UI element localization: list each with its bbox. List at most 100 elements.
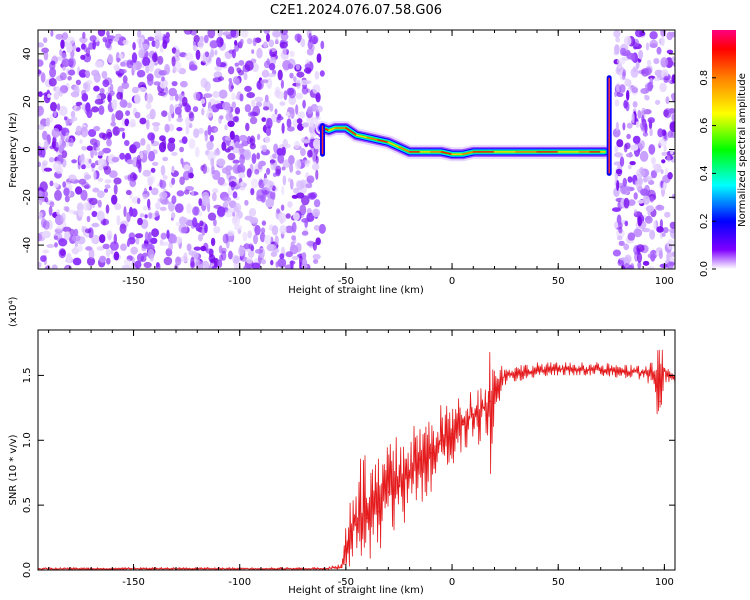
noise-blob: [655, 204, 665, 211]
noise-blob: [157, 55, 164, 65]
noise-blob: [74, 242, 79, 247]
noise-blob: [160, 199, 170, 205]
noise-blob: [301, 139, 311, 144]
noise-blob: [217, 76, 225, 81]
noise-blob: [86, 145, 93, 151]
noise-blob: [637, 109, 642, 119]
noise-blob: [154, 39, 160, 49]
noise-blob: [290, 260, 294, 269]
noise-blob: [142, 193, 148, 200]
noise-blob: [204, 223, 208, 234]
noise-blob: [257, 163, 263, 170]
noise-blob: [261, 220, 267, 226]
noise-blob: [250, 178, 259, 189]
noise-blob: [139, 117, 147, 125]
noise-blob: [647, 265, 655, 269]
noise-blob: [302, 159, 311, 164]
noise-blob: [53, 160, 62, 172]
noise-blob: [38, 161, 42, 167]
noise-blob: [303, 67, 312, 74]
noise-blob: [213, 226, 221, 234]
noise-blob: [171, 56, 176, 67]
noise-blob: [238, 246, 245, 257]
noise-blob: [90, 162, 96, 168]
noise-blob: [227, 230, 235, 237]
noise-blob: [119, 152, 126, 160]
noise-blob: [38, 145, 43, 156]
noise-blob: [249, 116, 258, 125]
noise-blob: [188, 112, 195, 122]
noise-blob: [296, 71, 305, 78]
noise-blob: [232, 159, 240, 164]
noise-blob: [301, 195, 310, 206]
noise-blob: [70, 110, 76, 118]
noise-blob: [139, 151, 144, 160]
noise-blob: [246, 168, 252, 178]
noise-blob: [105, 248, 111, 258]
noise-blob: [155, 202, 161, 210]
colorbar-tick-label: 0.6: [699, 118, 710, 134]
noise-blob: [174, 106, 182, 115]
noise-blob: [157, 91, 166, 97]
noise-blob: [123, 206, 127, 218]
noise-blob: [266, 77, 273, 89]
noise-blob: [632, 65, 638, 73]
y-tick-label: -20: [22, 189, 33, 205]
noise-blob: [141, 43, 149, 50]
noise-blob: [627, 232, 636, 241]
noise-blob: [663, 75, 669, 83]
noise-blob: [285, 251, 293, 258]
noise-blob: [163, 256, 173, 266]
noise-blob: [307, 149, 313, 158]
noise-blob: [79, 73, 86, 78]
y-tick-label: 0.0: [22, 562, 33, 578]
noise-blob: [289, 72, 294, 79]
noise-blob: [63, 187, 70, 197]
noise-blob: [641, 228, 651, 233]
noise-blob: [104, 188, 108, 193]
noise-blob: [102, 147, 111, 154]
noise-blob: [96, 246, 105, 251]
noise-blob: [639, 30, 646, 37]
noise-blob: [659, 82, 667, 93]
noise-blob: [44, 197, 49, 203]
noise-blob: [79, 139, 83, 144]
noise-blob: [631, 112, 635, 124]
y-tick-label: 1.0: [22, 432, 33, 448]
noise-blob: [147, 132, 156, 141]
noise-blob: [154, 210, 160, 217]
signal-track-core: [355, 134, 368, 139]
y-tick-label: 0: [22, 146, 33, 152]
noise-blob: [300, 148, 306, 157]
noise-blob: [122, 131, 126, 139]
noise-blob: [623, 143, 628, 153]
noise-blob: [650, 170, 658, 179]
noise-blob: [645, 42, 650, 51]
noise-blob: [218, 245, 223, 254]
noise-blob: [623, 197, 630, 209]
noise-blob: [275, 165, 282, 175]
noise-blob: [61, 32, 69, 40]
noise-blob: [185, 116, 191, 127]
noise-blob: [309, 122, 314, 128]
noise-blob: [126, 102, 132, 109]
noise-blob: [50, 60, 56, 66]
noise-blob: [285, 225, 294, 234]
noise-blob: [62, 226, 72, 232]
noise-blob: [159, 191, 168, 200]
noise-blob: [632, 135, 641, 144]
noise-blob: [281, 185, 285, 196]
noise-blob: [279, 41, 288, 49]
noise-blob: [217, 259, 223, 268]
x-tick-label: 100: [655, 276, 674, 287]
noise-blob: [285, 111, 291, 117]
noise-blob: [266, 117, 273, 129]
noise-blob: [275, 91, 285, 100]
noise-blob: [167, 141, 176, 152]
noise-blob: [647, 117, 655, 124]
noise-blob: [306, 240, 315, 247]
noise-blob: [269, 190, 276, 201]
noise-blob: [113, 37, 120, 42]
noise-blob: [130, 246, 138, 255]
noise-blob: [85, 246, 92, 251]
